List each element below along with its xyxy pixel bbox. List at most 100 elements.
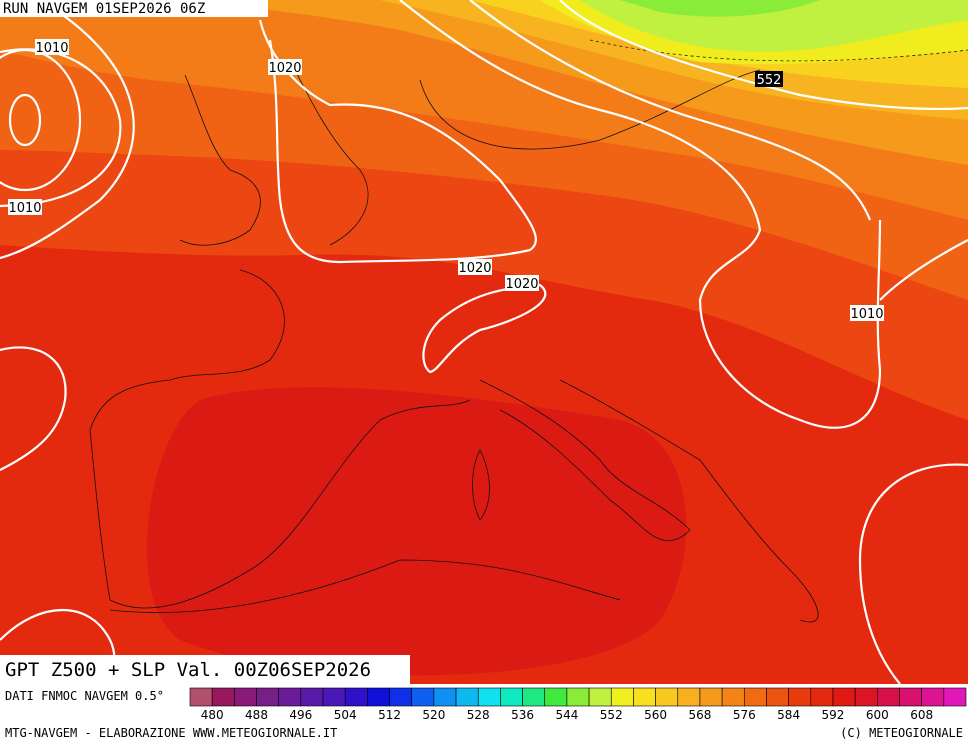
footer-left: MTG-NAVGEM - ELABORAZIONE WWW.METEOGIORN… — [5, 726, 337, 740]
colorbar-label: 560 — [644, 708, 667, 722]
colorbar: 480 488 496 504 512 520 528 536 544 552 560 568 576 5… — [189, 687, 967, 722]
isobar — [399, 0, 882, 429]
isobar-label-box — [505, 275, 539, 291]
colorbar-swatch — [367, 687, 390, 707]
colorbar-label: 552 — [600, 708, 623, 722]
colorbar-swatch — [234, 687, 257, 707]
field-band — [620, 0, 820, 17]
isobar — [559, 0, 968, 111]
colorbar-swatch — [211, 687, 235, 707]
isobar — [879, 239, 968, 301]
colorbar-label: 576 — [733, 708, 756, 722]
colorbar-swatch — [544, 687, 568, 707]
colorbar-swatch — [278, 687, 302, 707]
coastlines — [89, 59, 819, 623]
isobars — [0, 0, 968, 684]
isobar — [469, 0, 872, 221]
isobar — [258, 19, 537, 264]
colorbar-label: 600 — [866, 708, 889, 722]
colorbar-swatch — [477, 687, 501, 707]
colorbar-swatch — [256, 687, 279, 707]
isobar-label: 1010 — [850, 307, 883, 322]
colorbar-swatch — [455, 687, 479, 707]
height-field — [0, 0, 968, 684]
colorbar-swatch — [766, 687, 789, 707]
isobar-label: 1010 — [8, 201, 41, 216]
coastline — [559, 379, 819, 623]
map-title: GPT Z500 + SLP Val. 00Z06SEP2026 — [5, 659, 371, 681]
isobar-label: 1010 — [35, 41, 68, 56]
colorbar-swatch — [655, 687, 679, 707]
colorbar-swatch — [877, 687, 900, 707]
colorbar-swatch — [300, 687, 324, 707]
colorbar-label: 480 — [201, 708, 224, 722]
colorbar-swatch — [832, 687, 856, 707]
isobar — [422, 283, 547, 374]
colorbar-swatch — [610, 687, 634, 707]
colorbar-swatch — [322, 687, 346, 707]
height-label-box — [755, 71, 783, 87]
isobar-label-box — [268, 59, 302, 75]
isobar-label-box — [850, 305, 884, 321]
isobar — [0, 0, 135, 260]
colorbar-label: 504 — [334, 708, 357, 722]
height-label: 552 — [757, 73, 782, 88]
coastline — [419, 69, 761, 150]
colorbar-swatch — [810, 687, 834, 707]
colorbar-label: 544 — [555, 708, 578, 722]
colorbar-label: 488 — [245, 708, 268, 722]
isobar — [858, 463, 968, 684]
isobar — [0, 346, 67, 471]
isobar-label: 1020 — [505, 277, 538, 292]
colorbar-swatch — [633, 687, 656, 707]
colorbar-swatch — [189, 687, 213, 707]
run-box — [0, 0, 268, 17]
colorbar-swatch — [344, 687, 368, 707]
colorbar-label: 520 — [422, 708, 445, 722]
isobar-label-box — [458, 259, 492, 275]
colorbar-swatch — [921, 687, 945, 707]
colorbar-label: 592 — [822, 708, 845, 722]
coastline — [479, 379, 691, 542]
colorbar-swatch — [677, 687, 701, 707]
coastline — [289, 59, 369, 246]
colorbar-source: DATI FNMOC NAVGEM 0.5° — [5, 689, 164, 703]
colorbar-swatch — [522, 687, 546, 707]
colorbar-swatch — [854, 687, 878, 707]
isobar-label: 1020 — [458, 261, 491, 276]
colorbar-swatch — [588, 687, 612, 707]
map-title-box — [0, 655, 410, 684]
field-band — [146, 387, 687, 676]
colorbar-label: 608 — [910, 708, 933, 722]
colorbar-label: 584 — [777, 708, 800, 722]
colorbar-swatch — [500, 687, 523, 707]
colorbar-swatch — [721, 687, 745, 707]
colorbar-swatch — [899, 687, 922, 707]
colorbar-label: 568 — [688, 708, 711, 722]
coastline — [179, 74, 261, 246]
colorbar-label: 496 — [289, 708, 312, 722]
colorbar-label: 536 — [511, 708, 534, 722]
colorbar-swatch — [433, 687, 457, 707]
footer-right: (C) METEOGIORNALE — [840, 726, 963, 740]
coastline — [89, 269, 471, 609]
colorbar-label: 528 — [467, 708, 490, 722]
coastline — [109, 559, 621, 613]
colorbar-swatch — [566, 687, 590, 707]
colorbar-label: 512 — [378, 708, 401, 722]
isobar-label: 1020 — [268, 61, 301, 76]
isobar-label-box — [35, 39, 69, 55]
contour-552 — [589, 39, 968, 62]
isobar-labels: 1010 1020 1010 1020 1020 1010 552 — [8, 39, 884, 322]
colorbar-swatch — [699, 687, 723, 707]
colorbar-swatch — [788, 687, 812, 707]
run-label: RUN NAVGEM 01SEP2026 06Z — [3, 1, 205, 17]
colorbar-swatch — [389, 687, 413, 707]
isobar — [8, 93, 42, 147]
colorbar-swatch — [743, 687, 767, 707]
isobar-label-box — [8, 199, 42, 215]
coastline — [472, 449, 490, 521]
colorbar-swatch — [943, 687, 967, 707]
